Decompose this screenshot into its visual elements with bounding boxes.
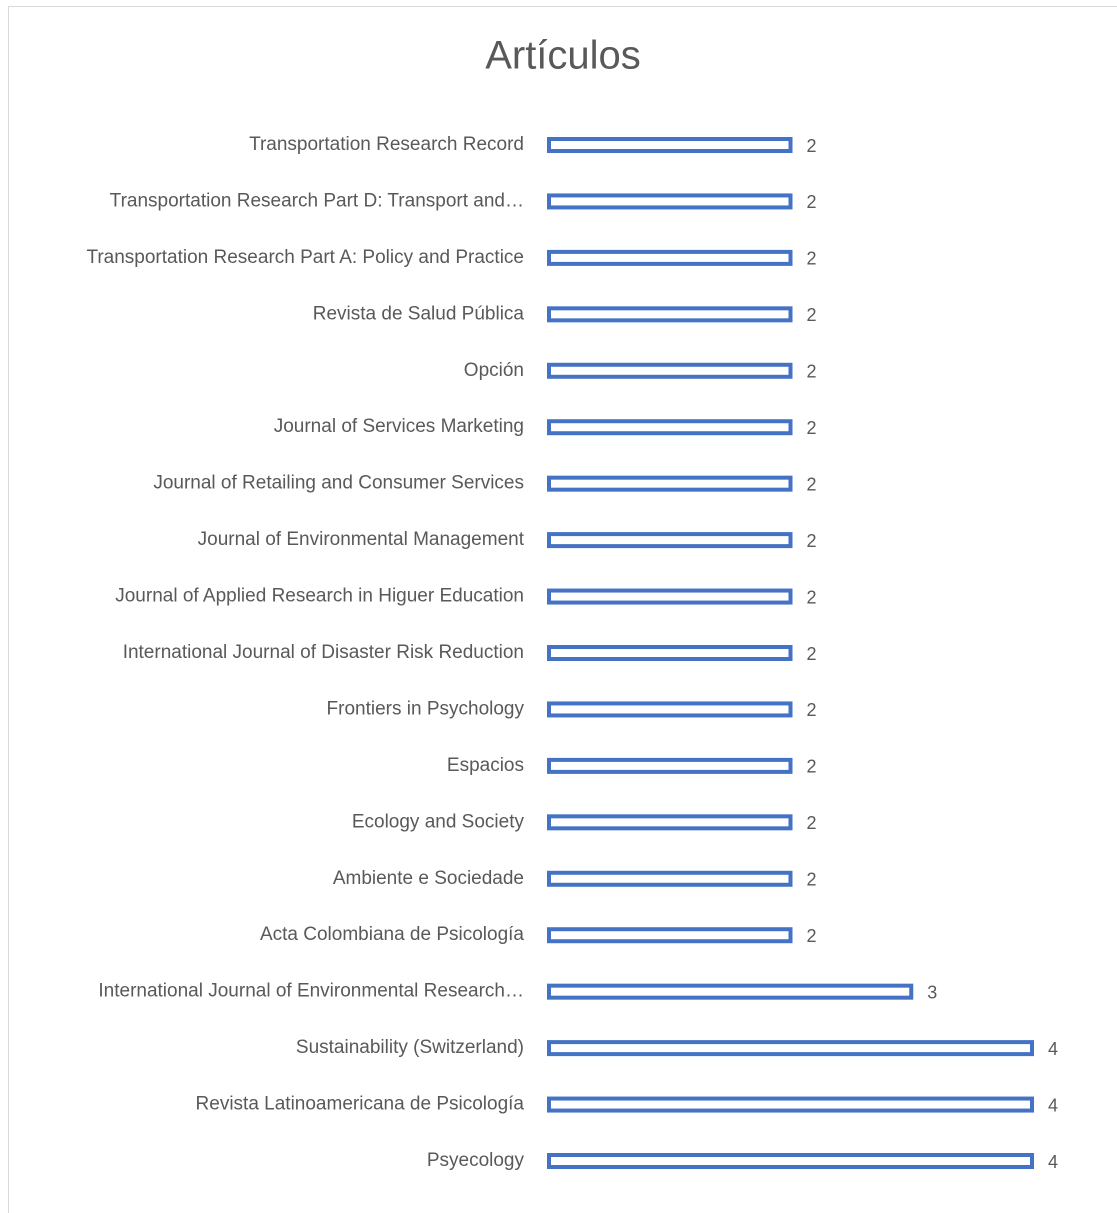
value-label: 4 [1048,1039,1058,1059]
category-label: Transportation Research Part A: Policy a… [86,247,524,268]
value-label: 2 [807,813,817,833]
value-label: 2 [807,587,817,607]
category-label: International Journal of Disaster Risk R… [123,642,524,663]
value-label: 2 [807,418,817,438]
bar [547,645,793,661]
value-label: 2 [807,870,817,890]
category-label: Ecology and Society [352,811,525,832]
bar [547,419,793,436]
category-label: Journal of Retailing and Consumer Servic… [153,473,524,494]
category-label: Frontiers in Psychology [327,698,525,719]
value-label: 2 [807,249,817,269]
category-label: Journal of Environmental Management [198,529,525,550]
value-label: 2 [807,531,817,551]
value-label: 2 [807,926,817,946]
category-label: Acta Colombiana de Psicología [260,924,524,945]
value-label: 2 [807,136,817,156]
bar [547,362,793,379]
category-label: International Journal of Environmental R… [98,981,524,1002]
bar [547,306,793,323]
bar [547,927,793,944]
bar [547,137,793,153]
bar [547,532,793,549]
value-label: 2 [807,644,817,664]
value-label: 4 [1048,1152,1058,1172]
bar [547,701,793,718]
bar [547,983,914,1000]
bar [547,1153,1034,1169]
category-label: Sustainability (Switzerland) [296,1037,524,1058]
value-label: 4 [1048,1095,1058,1115]
category-label: Transportation Research Part D: Transpor… [110,190,524,211]
bar [547,1040,1034,1057]
bar [547,1096,1034,1113]
category-label: Revista Latinoamericana de Psicología [196,1094,525,1115]
chart-frame [8,6,1117,1213]
value-label: 2 [807,474,817,494]
value-label: 2 [807,700,817,720]
category-label: Revista de Salud Pública [313,303,525,324]
category-label: Psyecology [427,1150,525,1171]
value-label: 2 [807,305,817,325]
value-label: 3 [927,982,937,1002]
bar [547,475,793,492]
bar [547,757,793,774]
value-label: 2 [807,192,817,212]
category-label: Opción [464,360,524,381]
bar [547,249,793,266]
category-label: Transportation Research Record [249,134,524,155]
bar [547,193,793,210]
bar [547,870,793,887]
category-label: Journal of Services Marketing [274,416,524,437]
bar [547,588,793,605]
chart-title: Artículos [485,34,641,78]
value-label: 2 [807,362,817,382]
value-label: 2 [807,757,817,777]
category-label: Journal of Applied Research in Higuer Ed… [115,586,524,607]
category-label: Espacios [447,755,524,776]
bar [547,814,793,831]
category-label: Ambiente e Sociedade [333,868,524,889]
